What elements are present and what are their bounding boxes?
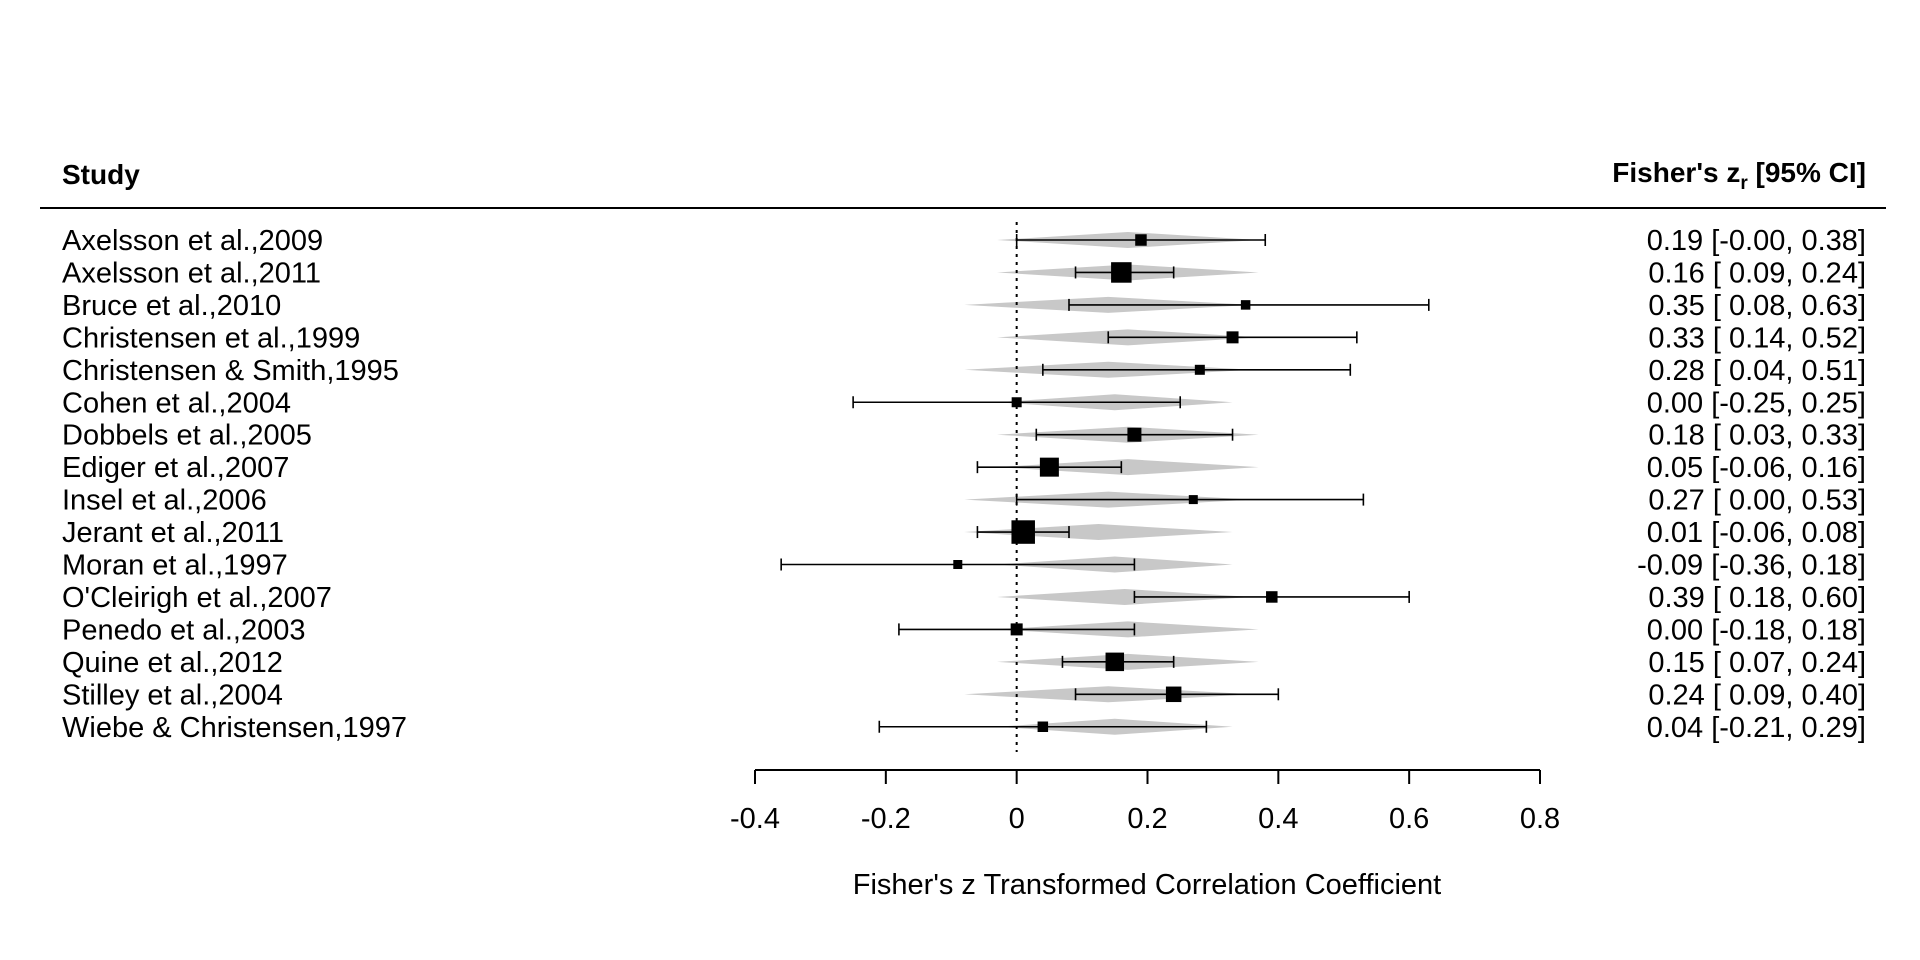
ci-text: 0.28 [ 0.04, 0.51] <box>1648 355 1866 387</box>
point-estimate <box>1194 364 1205 375</box>
ci-text: 0.35 [ 0.08, 0.63] <box>1648 290 1866 322</box>
study-label: Christensen et al.,1999 <box>62 322 360 354</box>
point-estimate <box>953 560 963 569</box>
study-label: Quine et al.,2012 <box>62 647 283 679</box>
study-label: Ediger et al.,2007 <box>62 452 289 484</box>
ci-text: 0.00 [-0.25, 0.25] <box>1647 387 1866 419</box>
x-tick-label: 0 <box>1009 803 1025 835</box>
point-estimate <box>1105 652 1125 672</box>
header-estimate: Fisher's zr [95% CI] <box>1612 157 1866 194</box>
study-label: Axelsson et al.,2011 <box>62 257 321 289</box>
x-tick-label: -0.4 <box>730 803 780 835</box>
ci-text: 0.19 [-0.00, 0.38] <box>1647 225 1866 257</box>
point-estimate <box>1010 623 1023 636</box>
point-estimate <box>1188 495 1198 505</box>
x-tick-label: 0.6 <box>1389 803 1429 835</box>
study-row: Axelsson et al.,2011 0.16 [ 0.09, 0.24] <box>62 257 1866 289</box>
ci-text: 0.27 [ 0.00, 0.53] <box>1648 485 1866 517</box>
study-row: Ediger et al.,2007 0.05 [-0.06, 0.16] <box>62 452 1866 484</box>
ci-text: -0.09 [-0.36, 0.18] <box>1637 550 1866 582</box>
ci-text: 0.24 [ 0.09, 0.40] <box>1648 679 1866 711</box>
study-row: Cohen et al.,2004 0.00 [-0.25, 0.25] <box>62 387 1866 419</box>
study-row: Penedo et al.,2003 0.00 [-0.18, 0.18] <box>62 614 1866 646</box>
x-tick-label: -0.2 <box>861 803 911 835</box>
study-label: Axelsson et al.,2009 <box>62 225 323 257</box>
study-label: Moran et al.,1997 <box>62 550 288 582</box>
interval-band <box>964 524 1233 541</box>
point-estimate <box>1266 591 1278 603</box>
point-estimate <box>1135 234 1147 246</box>
study-label: Insel et al.,2006 <box>62 485 267 517</box>
point-estimate <box>1011 520 1035 544</box>
ci-text: 0.05 [-0.06, 0.16] <box>1647 452 1866 484</box>
point-estimate <box>1011 397 1022 408</box>
point-estimate <box>1111 262 1132 283</box>
point-estimate <box>1127 427 1142 442</box>
study-row: Wiebe & Christensen,1997 0.04 [-0.21, 0.2… <box>62 712 1866 744</box>
x-axis: -0.4 -0.2 0 0.2 0.4 0.6 0.8 <box>730 769 1560 835</box>
ci-text: 0.15 [ 0.07, 0.24] <box>1648 647 1866 679</box>
ci-text: 0.16 [ 0.09, 0.24] <box>1648 257 1866 289</box>
study-label: Bruce et al.,2010 <box>62 290 281 322</box>
header-estimate-sub: r <box>1740 173 1748 194</box>
ci-text: 0.33 [ 0.14, 0.52] <box>1648 322 1866 354</box>
study-row: Jerant et al.,2011 0.01 [-0.06, 0.08] <box>62 517 1866 549</box>
study-row: Bruce et al.,2010 0.35 [ 0.08, 0.63] <box>62 290 1866 322</box>
interval-band <box>997 588 1253 605</box>
point-estimate <box>1226 331 1239 344</box>
x-tick-label: 0.8 <box>1520 803 1560 835</box>
study-row: O'Cleirigh et al.,2007 0.39 [ 0.18, 0.60] <box>62 582 1866 614</box>
study-row: Dobbels et al.,2005 0.18 [ 0.03, 0.33] <box>62 420 1866 452</box>
study-label: Christensen & Smith,1995 <box>62 355 399 387</box>
x-axis-title: Fisher's z Transformed Correlation Coeff… <box>853 869 1441 901</box>
study-label: O'Cleirigh et al.,2007 <box>62 582 332 614</box>
x-tick-label: 0.2 <box>1127 803 1167 835</box>
ci-text: 0.04 [-0.21, 0.29] <box>1647 712 1866 744</box>
study-rows: Axelsson et al.,2009 0.19 [-0.00, 0.38]Ax… <box>62 225 1866 744</box>
study-label: Stilley et al.,2004 <box>62 679 283 711</box>
study-label: Wiebe & Christensen,1997 <box>62 712 407 744</box>
study-row: Quine et al.,2012 0.15 [ 0.07, 0.24] <box>62 647 1866 679</box>
ci-text: 0.00 [-0.18, 0.18] <box>1647 614 1866 646</box>
study-label: Jerant et al.,2011 <box>62 517 284 549</box>
study-row: Axelsson et al.,2009 0.19 [-0.00, 0.38] <box>62 225 1866 257</box>
header-estimate-main: Fisher's z <box>1612 157 1740 188</box>
study-label: Penedo et al.,2003 <box>62 614 305 646</box>
study-row: Christensen & Smith,1995 0.28 [ 0.04, 0.5… <box>62 355 1866 387</box>
point-estimate <box>1240 300 1251 310</box>
study-row: Insel et al.,2006 0.27 [ 0.00, 0.53] <box>62 485 1866 517</box>
point-estimate <box>1039 457 1059 477</box>
study-label: Dobbels et al.,2005 <box>62 420 312 452</box>
interval-band <box>997 459 1259 476</box>
point-estimate <box>1037 721 1049 732</box>
ci-text: 0.01 [-0.06, 0.08] <box>1647 517 1866 549</box>
header-estimate-tail: [95% CI] <box>1748 157 1866 188</box>
header-study: Study <box>62 159 140 190</box>
study-row: Stilley et al.,2004 0.24 [ 0.09, 0.40] <box>62 679 1866 711</box>
study-row: Moran et al.,1997 -0.09 [-0.36, 0.18] <box>62 550 1866 582</box>
point-estimate <box>1165 686 1182 703</box>
study-row: Christensen et al.,1999 0.33 [ 0.14, 0.52… <box>62 322 1866 354</box>
ci-text: 0.39 [ 0.18, 0.60] <box>1648 582 1866 614</box>
ci-text: 0.18 [ 0.03, 0.33] <box>1648 420 1866 452</box>
x-tick-label: 0.4 <box>1258 803 1298 835</box>
study-label: Cohen et al.,2004 <box>62 387 291 419</box>
